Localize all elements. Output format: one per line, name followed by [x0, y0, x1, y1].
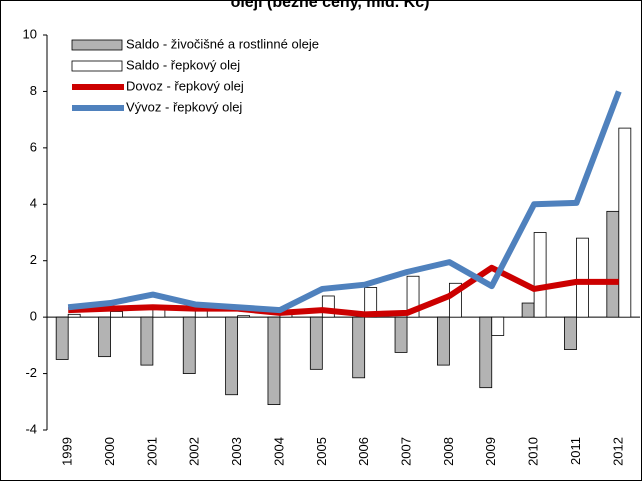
bar — [237, 315, 251, 318]
legend-swatch — [71, 60, 123, 72]
legend-label: Saldo - řepkový olej — [126, 57, 240, 72]
y-tick-label: 6 — [30, 139, 37, 154]
legend-label: Dovoz - řepkový olej — [126, 78, 244, 93]
chart-title: oleji (běžné ceny, mld. Kč) — [231, 0, 430, 11]
bar — [352, 316, 366, 379]
x-tick-label: 1999 — [60, 437, 75, 466]
legend-label: Saldo - živočišné a rostlinné oleje — [126, 36, 319, 51]
x-tick-label: 2012 — [610, 437, 625, 466]
x-tick-label: 2010 — [526, 437, 541, 466]
bar — [182, 316, 196, 374]
bar — [309, 316, 323, 370]
bar — [533, 232, 547, 318]
bar — [110, 311, 123, 318]
x-tick-label: 2008 — [441, 437, 456, 466]
bar — [618, 127, 632, 318]
x-tick-label: 2009 — [483, 437, 498, 466]
bar — [67, 313, 81, 318]
bar — [364, 287, 378, 318]
bar — [576, 237, 589, 318]
legend-swatch — [71, 39, 123, 51]
x-tick-label: 2011 — [568, 437, 583, 465]
x-tick-label: 2000 — [102, 437, 117, 466]
x-tick-label: 2001 — [144, 437, 159, 466]
y-tick-label: 2 — [30, 252, 37, 267]
bar — [479, 316, 493, 389]
x-tick-label: 2003 — [229, 437, 244, 466]
x-tick-label: 2007 — [398, 437, 413, 466]
y-tick-label: -2 — [25, 365, 37, 380]
bar — [98, 316, 111, 358]
x-tick-label: 2002 — [187, 437, 202, 466]
y-tick-label: -4 — [25, 421, 37, 436]
x-tick-label: 2005 — [314, 437, 329, 466]
legend-label: Vývoz - řepkový olej — [126, 99, 242, 114]
y-tick-label: 8 — [30, 83, 37, 98]
y-tick-label: 4 — [30, 196, 37, 211]
y-tick-label: 10 — [23, 26, 37, 41]
bar — [521, 302, 535, 318]
x-tick-label: 2006 — [356, 437, 371, 466]
bar — [491, 316, 505, 336]
bar — [267, 316, 281, 406]
bar — [564, 316, 577, 350]
line — [67, 90, 622, 314]
y-tick-label: 0 — [30, 309, 37, 324]
line — [68, 264, 619, 318]
bar — [606, 210, 620, 318]
bar — [436, 316, 450, 366]
bar — [140, 316, 154, 366]
x-tick-label: 2004 — [271, 437, 286, 466]
bar — [394, 316, 408, 353]
bar — [55, 316, 69, 360]
bar — [225, 316, 239, 396]
